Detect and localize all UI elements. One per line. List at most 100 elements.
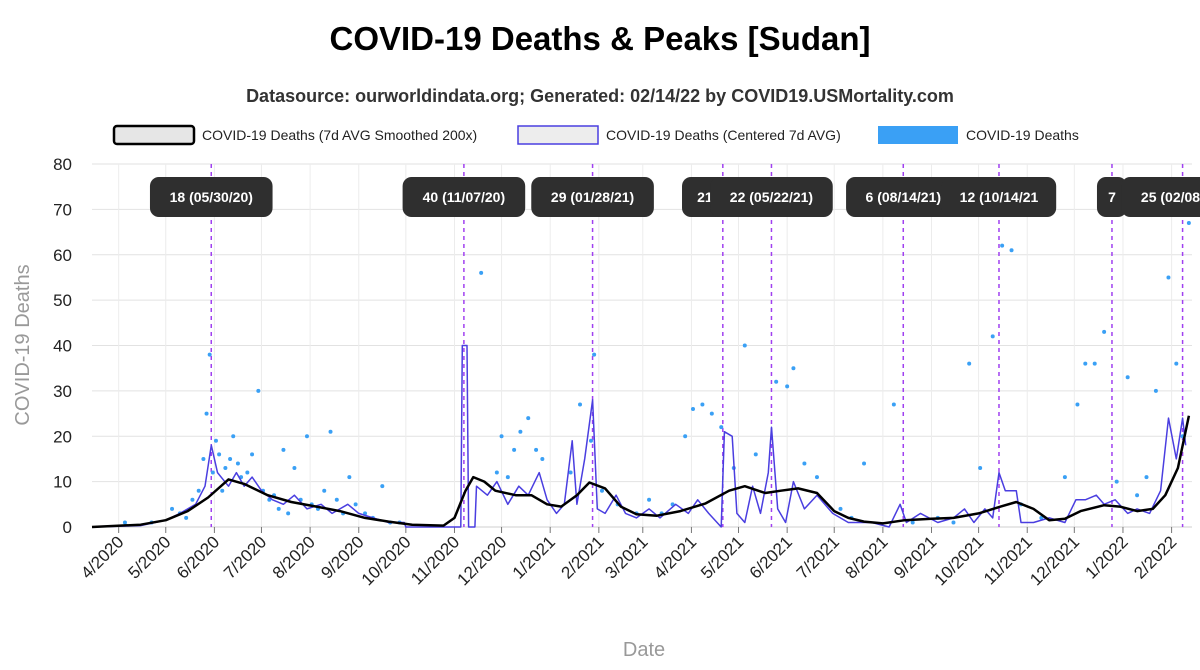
death-point <box>235 461 240 466</box>
peak-label: 7 <box>1096 177 1127 217</box>
death-point <box>838 506 843 511</box>
x-tick-label: 2/2022 <box>1130 532 1180 582</box>
death-point <box>1135 493 1140 498</box>
death-point <box>910 520 915 525</box>
death-point <box>802 461 807 466</box>
death-point <box>353 502 358 507</box>
x-axis-title: Date <box>623 639 665 661</box>
death-point <box>518 429 523 434</box>
x-tick-label: 4/2020 <box>77 532 127 582</box>
death-point <box>1186 220 1191 225</box>
death-point <box>231 434 236 439</box>
y-tick-label: 60 <box>53 246 72 265</box>
peak-label-text: 40 (11/07/20) <box>423 189 506 205</box>
death-point <box>499 434 504 439</box>
death-point <box>774 379 779 384</box>
death-point <box>683 434 688 439</box>
death-point <box>967 361 972 366</box>
y-tick-label: 20 <box>53 427 72 446</box>
death-point <box>170 506 175 511</box>
centered-avg-line <box>91 344 1187 528</box>
death-point <box>1153 388 1158 393</box>
death-point <box>599 488 604 493</box>
peak-label-text: 6 (08/14/21) <box>866 189 942 205</box>
legend: COVID-19 Deaths (7d AVG Smoothed 200x) C… <box>112 124 1079 146</box>
peak-label-box <box>710 177 833 217</box>
peak-label: 6 (08/14/21) <box>846 177 961 217</box>
peak-label: 12 (10/14/21 <box>941 177 1057 217</box>
y-axis-title: COVID-19 Deaths <box>12 264 34 425</box>
peak-label-box <box>149 177 273 217</box>
death-point <box>647 497 652 502</box>
x-tick-label: 4/2021 <box>650 532 700 582</box>
death-point <box>1062 475 1067 480</box>
death-point <box>785 384 790 389</box>
legend-label-centered: COVID-19 Deaths (Centered 7d AVG) <box>606 127 841 143</box>
death-point <box>1083 361 1088 366</box>
x-tick-label: 7/2021 <box>793 532 843 582</box>
death-point <box>534 447 539 452</box>
death-point <box>1092 361 1097 366</box>
y-axis: 0 10 20 30 40 50 60 70 80 <box>53 155 72 537</box>
y-tick-label: 10 <box>53 473 72 492</box>
death-point <box>334 497 339 502</box>
peak-label: 18 (05/30/20) <box>149 177 273 217</box>
x-tick-label: 1/2022 <box>1082 532 1132 582</box>
peak-label-box <box>1121 177 1200 217</box>
death-point <box>228 456 233 461</box>
x-tick-label: 11/2020 <box>407 532 463 588</box>
death-point <box>190 497 195 502</box>
legend-swatch-deaths <box>878 126 958 144</box>
peak-label: 22 (05/22/21) <box>710 177 833 217</box>
peak-label: 40 (11/07/20) <box>402 177 526 217</box>
death-point <box>1102 329 1107 334</box>
death-point <box>380 484 385 489</box>
peak-label-box <box>531 177 654 217</box>
death-point <box>1039 515 1044 520</box>
death-point <box>540 456 545 461</box>
peak-label: 29 (01/28/21) <box>531 177 654 217</box>
x-axis: 4/20205/20206/20207/20208/20209/202010/2… <box>77 527 1180 589</box>
y-tick-label: 0 <box>63 518 72 537</box>
y-tick-label: 30 <box>53 382 72 401</box>
death-point <box>1166 275 1171 280</box>
death-point <box>281 447 286 452</box>
death-point <box>1075 402 1080 407</box>
death-point <box>690 407 695 412</box>
death-point <box>245 470 250 475</box>
y-tick-label: 40 <box>53 337 72 356</box>
legend-label-deaths: COVID-19 Deaths <box>966 127 1079 143</box>
death-point <box>709 411 714 416</box>
death-point <box>1009 248 1014 253</box>
death-point <box>978 466 983 471</box>
death-point <box>250 452 255 457</box>
death-point <box>753 452 758 457</box>
legend-swatch-centered <box>517 125 599 145</box>
death-point <box>719 425 724 430</box>
death-point <box>213 438 218 443</box>
death-point <box>204 411 209 416</box>
legend-label-smoothed: COVID-19 Deaths (7d AVG Smoothed 200x) <box>202 127 477 143</box>
death-point <box>256 388 261 393</box>
y-tick-label: 50 <box>53 291 72 310</box>
death-point <box>505 475 510 480</box>
peak-labels: 18 (05/30/20) 40 (11/07/20) 29 (01/28/21) 2… <box>149 177 1200 217</box>
x-tick-label: 2/2021 <box>557 532 607 582</box>
peak-label-box <box>846 177 961 217</box>
smoothed-line <box>91 415 1191 529</box>
death-point <box>276 506 281 511</box>
death-point <box>196 488 201 493</box>
x-tick-label: 5/2021 <box>697 532 747 582</box>
death-point <box>990 334 995 339</box>
y-tick-label: 70 <box>53 200 72 219</box>
death-point <box>1125 375 1130 380</box>
death-point <box>700 402 705 407</box>
x-tick-label: 5/2020 <box>124 532 174 582</box>
death-point <box>207 352 212 357</box>
death-point <box>526 416 531 421</box>
death-point <box>814 475 819 480</box>
x-tick-label: 12/2020 <box>453 532 510 589</box>
legend-swatch-smoothed <box>112 124 196 146</box>
x-tick-label: 1/2021 <box>509 532 559 582</box>
death-point <box>286 511 291 516</box>
